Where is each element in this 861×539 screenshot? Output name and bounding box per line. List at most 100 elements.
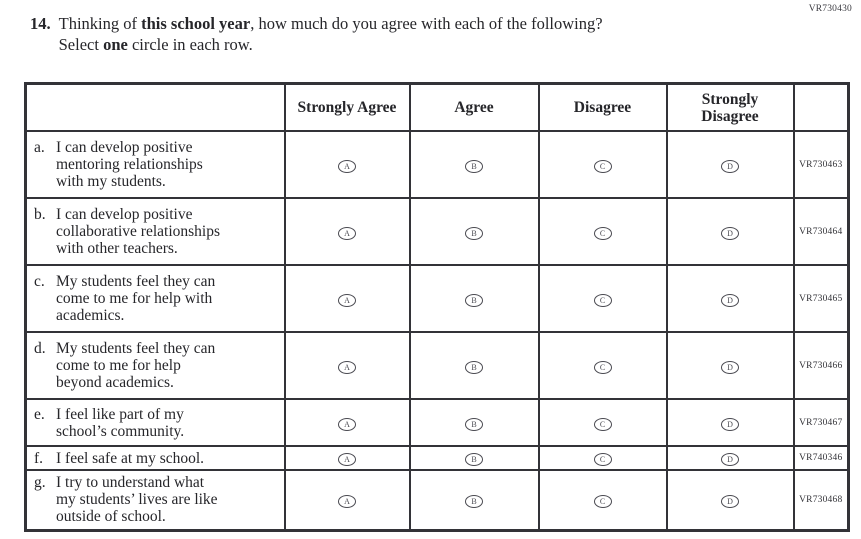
answer-bubble-d[interactable]: D (721, 453, 739, 466)
option-cell-strongly-agree: A (283, 197, 411, 266)
vr-code: VR730466 (792, 331, 850, 400)
answer-bubble-c[interactable]: C (593, 494, 612, 508)
answer-bubble-a[interactable]: A (338, 159, 356, 173)
answer-bubble-d[interactable]: D (721, 417, 739, 431)
table-row-f: f. I feel safe at my school. A B C D VR74… (24, 445, 850, 471)
option-cell-agree: B (408, 130, 540, 199)
statement-cell: b. I can develop positive collaborative r… (24, 197, 286, 266)
option-cell-strongly-agree: A (283, 130, 411, 199)
answer-bubble-a[interactable]: A (338, 494, 356, 508)
option-cell-disagree: C (537, 264, 668, 333)
page-form-code: VR730430 (808, 4, 852, 14)
statement-cell: g. I try to understand what my students’ … (24, 469, 286, 531)
vr-code: VR740346 (792, 445, 850, 471)
statement-cell: a. I can develop positive mentoring relat… (24, 130, 286, 199)
answer-bubble-a[interactable]: A (338, 453, 356, 466)
vr-code: VR730468 (792, 469, 850, 531)
statement-text: I can develop positive collaborative rel… (56, 206, 220, 257)
vr-code: VR730463 (792, 130, 850, 199)
vr-code: VR730467 (792, 398, 850, 447)
answer-bubble-a[interactable]: A (338, 226, 356, 240)
question-line1-pre: Thinking of (58, 14, 142, 33)
statement-cell: f. I feel safe at my school. (24, 445, 286, 471)
statement-cell: c. My students feel they can come to me f… (24, 264, 286, 333)
answer-bubble-b[interactable]: B (465, 159, 483, 173)
answer-bubble-b[interactable]: B (465, 453, 483, 466)
row-letter: e. (34, 405, 45, 423)
answer-bubble-a[interactable]: A (338, 417, 356, 431)
statement-cell: d. My students feel they can come to me f… (24, 331, 286, 400)
answer-bubble-b[interactable]: B (465, 360, 483, 374)
option-cell-agree: B (408, 331, 540, 400)
option-cell-strongly-disagree: D (665, 130, 795, 199)
answer-bubble-c[interactable]: C (593, 360, 612, 374)
header-strongly-agree: Strongly Agree (283, 82, 411, 132)
answer-bubble-d[interactable]: D (721, 226, 739, 240)
row-letter: a. (34, 139, 45, 156)
option-cell-disagree: C (537, 469, 668, 531)
statement-text: My students feel they can come to me for… (56, 340, 216, 391)
vr-code: VR730465 (792, 264, 850, 333)
option-cell-strongly-disagree: D (665, 469, 795, 531)
question-line-2: Select one circle in each row. (59, 34, 603, 55)
table-row-a: a. I can develop positive mentoring relat… (24, 130, 850, 199)
answer-bubble-c[interactable]: C (593, 159, 612, 173)
table-row-d: d. My students feel they can come to me f… (24, 331, 850, 400)
answer-bubble-b[interactable]: B (465, 494, 483, 508)
answer-bubble-b[interactable]: B (465, 293, 483, 307)
answer-bubble-a[interactable]: A (338, 360, 356, 374)
row-letter: c. (34, 273, 45, 290)
option-cell-strongly-disagree: D (665, 264, 795, 333)
statement-text: I feel like part of my school’s communit… (56, 405, 185, 440)
header-disagree: Disagree (537, 82, 668, 132)
answer-bubble-d[interactable]: D (721, 360, 739, 374)
option-cell-agree: B (408, 469, 540, 531)
statement-cell: e. I feel like part of my school’s commun… (24, 398, 286, 447)
option-cell-strongly-disagree: D (665, 197, 795, 266)
option-cell-disagree: C (537, 445, 668, 471)
option-cell-disagree: C (537, 197, 668, 266)
answer-bubble-b[interactable]: B (465, 417, 483, 431)
answer-bubble-c[interactable]: C (593, 417, 612, 431)
table-row-b: b. I can develop positive collaborative r… (24, 197, 850, 266)
option-cell-strongly-agree: A (283, 445, 411, 471)
option-cell-strongly-disagree: D (665, 445, 795, 471)
question-number: 14. (30, 14, 51, 33)
header-row: Strongly Agree Agree Disagree Strongly D… (24, 82, 850, 132)
header-agree: Agree (408, 82, 540, 132)
answer-bubble-b[interactable]: B (465, 226, 483, 240)
option-cell-agree: B (408, 445, 540, 471)
table-row-c: c. My students feel they can come to me f… (24, 264, 850, 333)
row-letter: f. (34, 449, 44, 467)
answer-bubble-a[interactable]: A (338, 293, 356, 307)
agreement-table: Strongly Agree Agree Disagree Strongly D… (24, 82, 850, 532)
answer-bubble-c[interactable]: C (593, 453, 612, 466)
option-cell-disagree: C (537, 398, 668, 447)
question-line2-post: circle in each row. (127, 35, 253, 54)
option-cell-strongly-agree: A (283, 331, 411, 400)
option-cell-strongly-agree: A (283, 469, 411, 531)
table-row-g: g. I try to understand what my students’ … (24, 469, 850, 531)
table-row-e: e. I feel like part of my school’s commun… (24, 398, 850, 447)
header-blank (24, 82, 286, 132)
answer-bubble-d[interactable]: D (721, 159, 739, 173)
row-letter: g. (34, 474, 46, 492)
statement-text: I can develop positive mentoring relatio… (56, 139, 203, 190)
option-cell-agree: B (408, 264, 540, 333)
option-cell-strongly-agree: A (283, 264, 411, 333)
statement-text: I feel safe at my school. (56, 449, 205, 467)
question-line-1: Thinking of this school year, how much d… (59, 13, 603, 34)
question-text: Thinking of this school year, how much d… (59, 13, 603, 55)
question-line1-bold: this school year (141, 14, 251, 33)
question-line1-post: , how much do you agree with each of the… (250, 14, 603, 33)
question-line2-pre: Select (58, 35, 104, 54)
answer-bubble-d[interactable]: D (721, 293, 739, 307)
row-letter: d. (34, 340, 46, 357)
answer-bubble-d[interactable]: D (721, 494, 739, 508)
question-line2-bold: one (103, 35, 128, 54)
answer-bubble-c[interactable]: C (593, 293, 612, 307)
answer-bubble-c[interactable]: C (593, 226, 612, 240)
option-cell-disagree: C (537, 130, 668, 199)
option-cell-disagree: C (537, 331, 668, 400)
